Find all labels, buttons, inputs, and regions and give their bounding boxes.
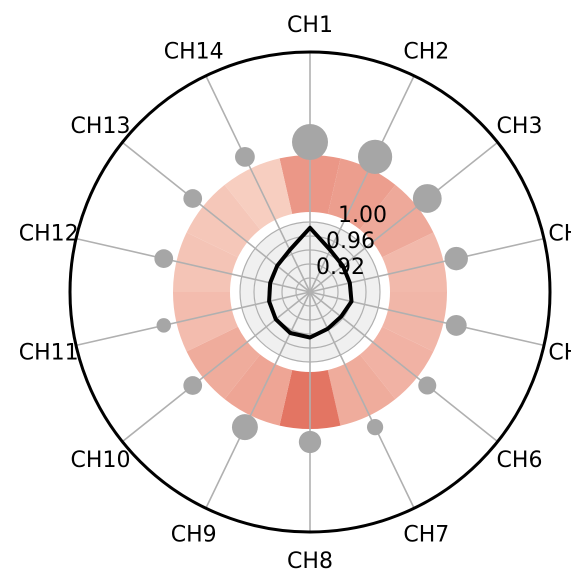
heat-segment [186, 326, 261, 400]
heat-segment [173, 232, 238, 292]
radial-tick-label: 1.00 [338, 203, 387, 228]
heat-segment [359, 326, 434, 400]
spoke-line [205, 291, 311, 509]
radial-tick-label: 0.92 [316, 255, 365, 280]
radial-tick-labels: 1.00 0.96 0.92 [316, 203, 387, 280]
marker-circle [412, 184, 442, 213]
heat-segment [173, 292, 238, 352]
marker-circle [231, 414, 258, 441]
category-label: CH4 [548, 221, 571, 246]
spoke-line [309, 75, 415, 293]
series-line-layer [267, 225, 354, 340]
category-label: CH6 [497, 448, 543, 473]
grid-ring [295, 277, 325, 307]
category-label: CH14 [164, 40, 224, 65]
outer-border [68, 50, 552, 534]
category-labels: CH1 CH2 CH3 CH4 CH5 CH6 CH7 CH8 CH9 CH10 CH11 CH12 C… [19, 13, 571, 574]
marker-circle [183, 376, 203, 395]
category-label: CH10 [71, 448, 131, 473]
marker-circle [445, 314, 467, 336]
marker-circle [292, 124, 328, 160]
category-label: CH5 [548, 341, 571, 366]
heat-segment [224, 158, 293, 230]
spoke-line [309, 291, 545, 347]
category-label: CH1 [287, 13, 333, 38]
category-label: CH12 [19, 221, 79, 246]
category-label: CH11 [19, 341, 79, 366]
heat-segment [186, 184, 261, 258]
category-label: CH3 [497, 114, 543, 139]
heat-segment [327, 354, 396, 426]
radial-tick-label: 0.96 [326, 229, 375, 254]
category-label: CH8 [287, 549, 333, 574]
heat-segment [224, 354, 293, 426]
spoke-line [121, 291, 311, 443]
marker-circle [156, 318, 171, 333]
spoke-line [205, 75, 311, 293]
grid-ring [239, 221, 381, 363]
heat-segment [382, 232, 447, 292]
heat-ring [173, 155, 447, 429]
category-label: CH9 [171, 523, 217, 548]
category-label: CH13 [71, 114, 131, 139]
marker-circle [444, 246, 468, 271]
marker-circle [357, 139, 393, 174]
marker-circle [154, 249, 174, 268]
marker-circle [183, 189, 203, 208]
grid-ring [281, 263, 339, 321]
marker-circle [235, 146, 255, 167]
series-line [267, 225, 354, 340]
grid-ring [253, 235, 367, 349]
marker-circles [154, 124, 468, 454]
marker-circle [298, 430, 322, 454]
heat-segment [327, 158, 396, 230]
heat-segment [359, 184, 434, 258]
category-label: CH2 [403, 40, 449, 65]
category-label: CH7 [403, 523, 449, 548]
marker-circle [418, 376, 437, 395]
heat-segment [382, 292, 447, 352]
marker-circle [366, 419, 384, 436]
